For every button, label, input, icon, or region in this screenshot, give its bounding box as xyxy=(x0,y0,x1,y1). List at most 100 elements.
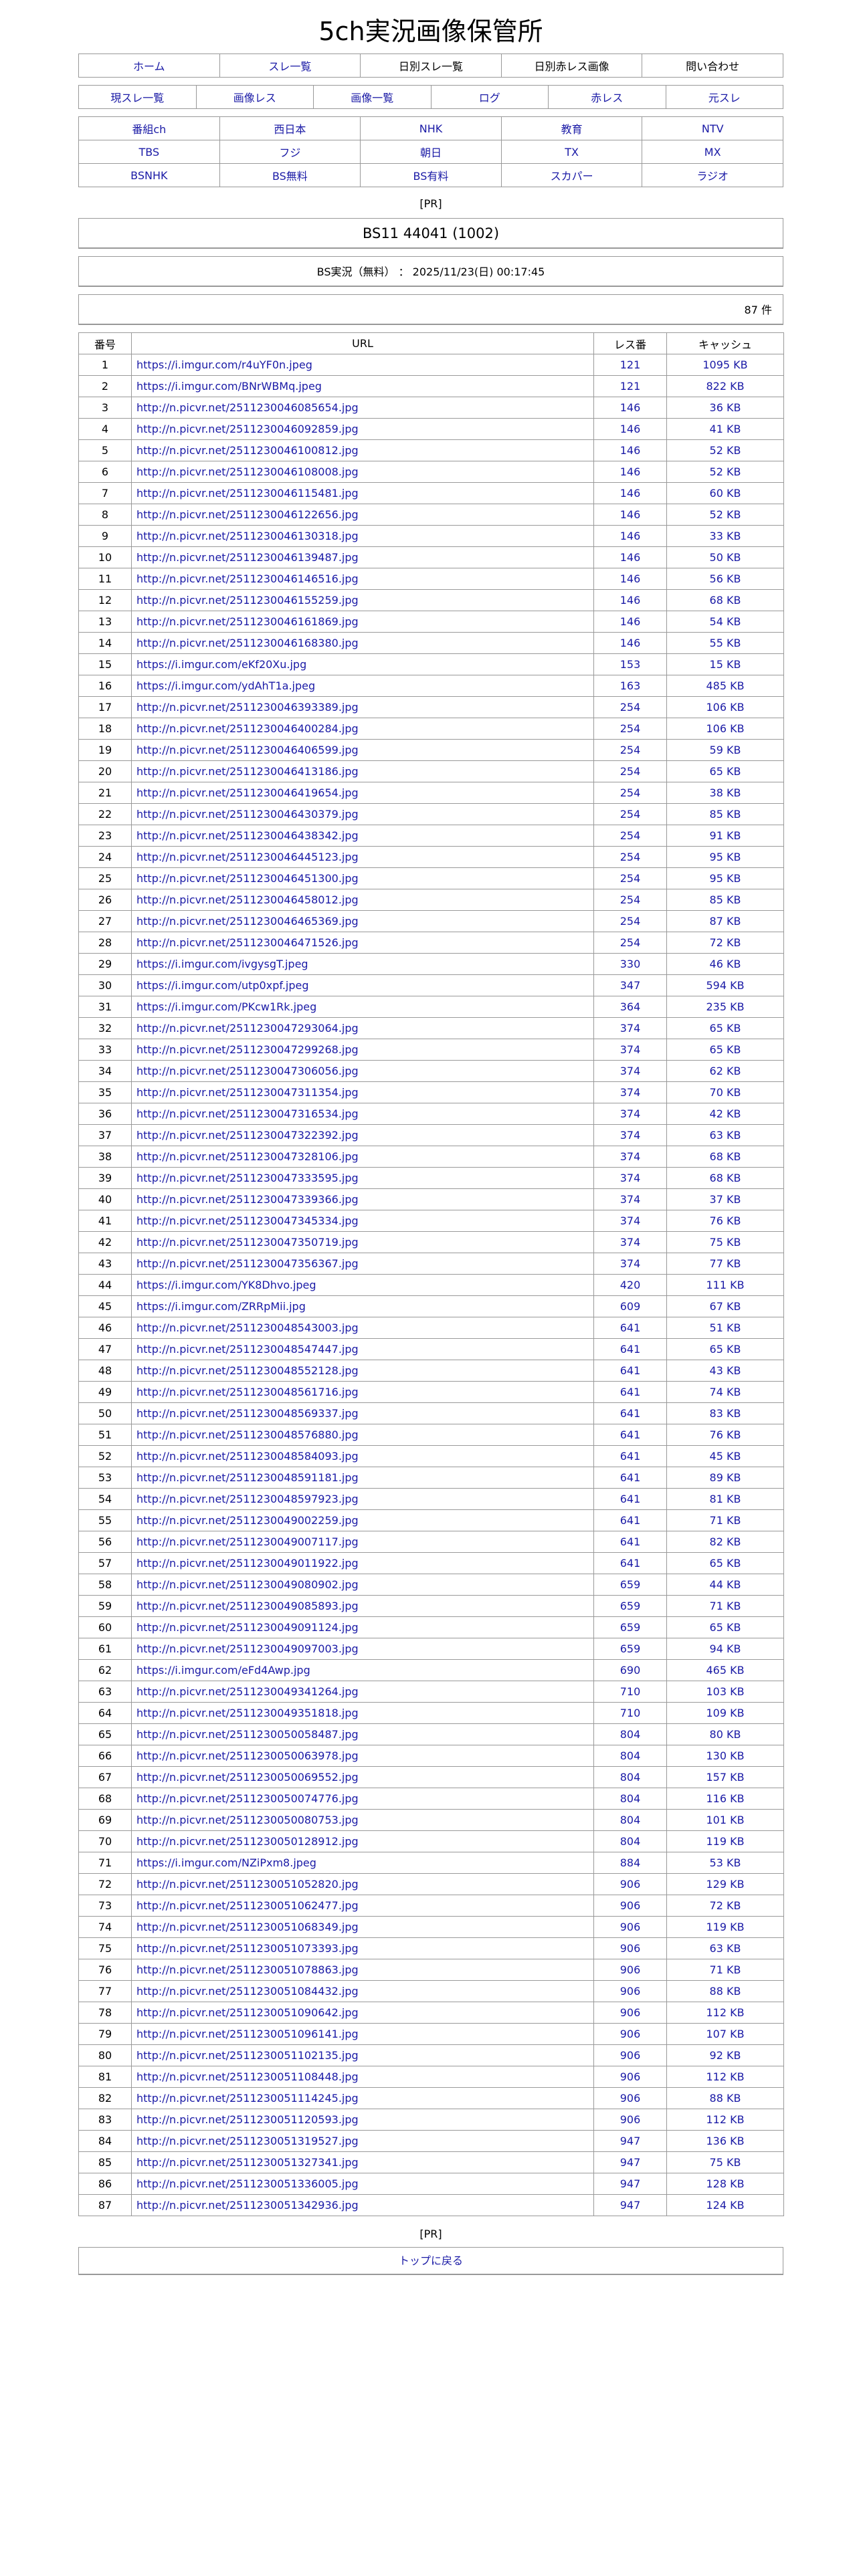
image-url-link[interactable]: http://n.picvr.net/2511230046445123.jpg xyxy=(136,851,359,863)
image-url-link[interactable]: http://n.picvr.net/2511230050063978.jpg xyxy=(136,1749,359,1762)
res-number-link[interactable]: 146 xyxy=(619,594,641,607)
res-number-link[interactable]: 659 xyxy=(619,1642,641,1655)
cache-size-link[interactable]: 72 KB xyxy=(709,1899,741,1912)
image-url-link[interactable]: http://n.picvr.net/2511230049341264.jpg xyxy=(136,1685,359,1698)
image-url-link[interactable]: http://n.picvr.net/2511230046108008.jpg xyxy=(136,465,359,478)
cache-size-link[interactable]: 82 KB xyxy=(709,1535,741,1548)
nav-item-4[interactable]: 問い合わせ xyxy=(686,60,740,73)
image-url-link[interactable]: http://n.picvr.net/2511230047299268.jpg xyxy=(136,1043,359,1056)
image-url-link[interactable]: https://i.imgur.com/ivgysgT.jpeg xyxy=(136,958,308,970)
res-number-link[interactable]: 374 xyxy=(619,1150,641,1163)
image-url-link[interactable]: http://n.picvr.net/2511230046115481.jpg xyxy=(136,487,359,500)
res-number-link[interactable]: 374 xyxy=(619,1193,641,1206)
image-url-link[interactable]: http://n.picvr.net/2511230048552128.jpg xyxy=(136,1364,359,1377)
cache-size-link[interactable]: 106 KB xyxy=(706,701,745,714)
image-url-link[interactable]: http://n.picvr.net/2511230051102135.jpg xyxy=(136,2049,359,2062)
channel-link[interactable]: スカパー xyxy=(550,170,593,183)
res-number-link[interactable]: 906 xyxy=(619,1899,641,1912)
cache-size-link[interactable]: 65 KB xyxy=(709,1557,741,1570)
image-url-link[interactable]: http://n.picvr.net/2511230046393389.jpg xyxy=(136,701,359,714)
cache-size-link[interactable]: 128 KB xyxy=(706,2177,745,2190)
res-number-link[interactable]: 609 xyxy=(619,1300,641,1313)
cache-size-link[interactable]: 56 KB xyxy=(709,572,741,585)
image-url-link[interactable]: https://i.imgur.com/ydAhT1a.jpeg xyxy=(136,679,316,692)
cache-size-link[interactable]: 116 KB xyxy=(706,1792,745,1805)
cache-size-link[interactable]: 67 KB xyxy=(709,1300,741,1313)
cache-size-link[interactable]: 109 KB xyxy=(706,1707,745,1719)
cache-size-link[interactable]: 52 KB xyxy=(709,444,741,457)
res-number-link[interactable]: 146 xyxy=(619,530,641,542)
res-number-link[interactable]: 641 xyxy=(619,1407,641,1420)
res-number-link[interactable]: 710 xyxy=(619,1685,641,1698)
cache-size-link[interactable]: 63 KB xyxy=(709,1129,741,1142)
res-number-link[interactable]: 690 xyxy=(619,1664,641,1677)
channel-link[interactable]: NHK xyxy=(419,122,443,135)
image-url-link[interactable]: http://n.picvr.net/2511230051114245.jpg xyxy=(136,2092,359,2105)
res-number-link[interactable]: 254 xyxy=(619,808,641,821)
res-number-link[interactable]: 659 xyxy=(619,1600,641,1612)
image-url-link[interactable]: http://n.picvr.net/2511230047293064.jpg xyxy=(136,1022,359,1035)
image-url-link[interactable]: http://n.picvr.net/2511230047311354.jpg xyxy=(136,1086,359,1099)
image-url-link[interactable]: http://n.picvr.net/2511230048543003.jpg xyxy=(136,1321,359,1334)
image-url-link[interactable]: http://n.picvr.net/2511230048547447.jpg xyxy=(136,1343,359,1356)
cache-size-link[interactable]: 55 KB xyxy=(709,637,741,649)
cache-size-link[interactable]: 235 KB xyxy=(706,1000,745,1013)
cache-size-link[interactable]: 92 KB xyxy=(709,2049,741,2062)
image-url-link[interactable]: http://n.picvr.net/2511230046419654.jpg xyxy=(136,786,359,799)
image-url-link[interactable]: http://n.picvr.net/2511230051336005.jpg xyxy=(136,2177,359,2190)
cache-size-link[interactable]: 91 KB xyxy=(709,829,741,842)
image-url-link[interactable]: http://n.picvr.net/2511230049011922.jpg xyxy=(136,1557,359,1570)
image-url-link[interactable]: http://n.picvr.net/2511230046430379.jpg xyxy=(136,808,359,821)
res-number-link[interactable]: 641 xyxy=(619,1557,641,1570)
res-number-link[interactable]: 710 xyxy=(619,1707,641,1719)
cache-size-link[interactable]: 68 KB xyxy=(709,1150,741,1163)
res-number-link[interactable]: 906 xyxy=(619,1942,641,1955)
image-url-link[interactable]: https://i.imgur.com/BNrWBMq.jpeg xyxy=(136,380,322,393)
cache-size-link[interactable]: 75 KB xyxy=(709,1236,741,1249)
res-number-link[interactable]: 804 xyxy=(619,1728,641,1741)
image-url-link[interactable]: http://n.picvr.net/2511230049351818.jpg xyxy=(136,1707,359,1719)
image-url-link[interactable]: http://n.picvr.net/2511230051327341.jpg xyxy=(136,2156,359,2169)
res-number-link[interactable]: 254 xyxy=(619,765,641,778)
cache-size-link[interactable]: 87 KB xyxy=(709,915,741,928)
res-number-link[interactable]: 254 xyxy=(619,893,641,906)
image-url-link[interactable]: http://n.picvr.net/2511230051342936.jpg xyxy=(136,2199,359,2212)
cache-size-link[interactable]: 76 KB xyxy=(709,1214,741,1227)
image-url-link[interactable]: http://n.picvr.net/2511230046122656.jpg xyxy=(136,508,359,521)
channel-link[interactable]: BS有料 xyxy=(413,170,449,183)
image-url-link[interactable]: http://n.picvr.net/2511230051052820.jpg xyxy=(136,1878,359,1891)
image-url-link[interactable]: https://i.imgur.com/PKcw1Rk.jpeg xyxy=(136,1000,317,1013)
res-number-link[interactable]: 947 xyxy=(619,2135,641,2147)
res-number-link[interactable]: 641 xyxy=(619,1343,641,1356)
res-number-link[interactable]: 906 xyxy=(619,2049,641,2062)
cache-size-link[interactable]: 106 KB xyxy=(706,722,745,735)
image-url-link[interactable]: http://n.picvr.net/2511230047350719.jpg xyxy=(136,1236,359,1249)
back-to-top-link[interactable]: トップに戻る xyxy=(398,2254,463,2267)
res-number-link[interactable]: 374 xyxy=(619,1257,641,1270)
subnav-item-2[interactable]: 画像一覧 xyxy=(351,92,394,104)
res-number-link[interactable]: 804 xyxy=(619,1792,641,1805)
res-number-link[interactable]: 641 xyxy=(619,1471,641,1484)
cache-size-link[interactable]: 111 KB xyxy=(706,1279,745,1291)
res-number-link[interactable]: 906 xyxy=(619,2006,641,2019)
cache-size-link[interactable]: 129 KB xyxy=(706,1878,745,1891)
res-number-link[interactable]: 947 xyxy=(619,2199,641,2212)
image-url-link[interactable]: http://n.picvr.net/2511230050080753.jpg xyxy=(136,1814,359,1826)
res-number-link[interactable]: 254 xyxy=(619,936,641,949)
image-url-link[interactable]: http://n.picvr.net/2511230049002259.jpg xyxy=(136,1514,359,1527)
subnav-item-3[interactable]: ログ xyxy=(478,92,500,104)
res-number-link[interactable]: 659 xyxy=(619,1621,641,1634)
res-number-link[interactable]: 146 xyxy=(619,508,641,521)
res-number-link[interactable]: 374 xyxy=(619,1043,641,1056)
cache-size-link[interactable]: 50 KB xyxy=(709,551,741,564)
nav-item-1[interactable]: スレ一覧 xyxy=(268,60,312,73)
res-number-link[interactable]: 254 xyxy=(619,722,641,735)
res-number-link[interactable]: 374 xyxy=(619,1236,641,1249)
image-url-link[interactable]: http://n.picvr.net/2511230046085654.jpg xyxy=(136,401,359,414)
res-number-link[interactable]: 374 xyxy=(619,1214,641,1227)
image-url-link[interactable]: http://n.picvr.net/2511230050128912.jpg xyxy=(136,1835,359,1848)
res-number-link[interactable]: 804 xyxy=(619,1771,641,1784)
cache-size-link[interactable]: 65 KB xyxy=(709,765,741,778)
res-number-link[interactable]: 146 xyxy=(619,444,641,457)
res-number-link[interactable]: 146 xyxy=(619,423,641,435)
